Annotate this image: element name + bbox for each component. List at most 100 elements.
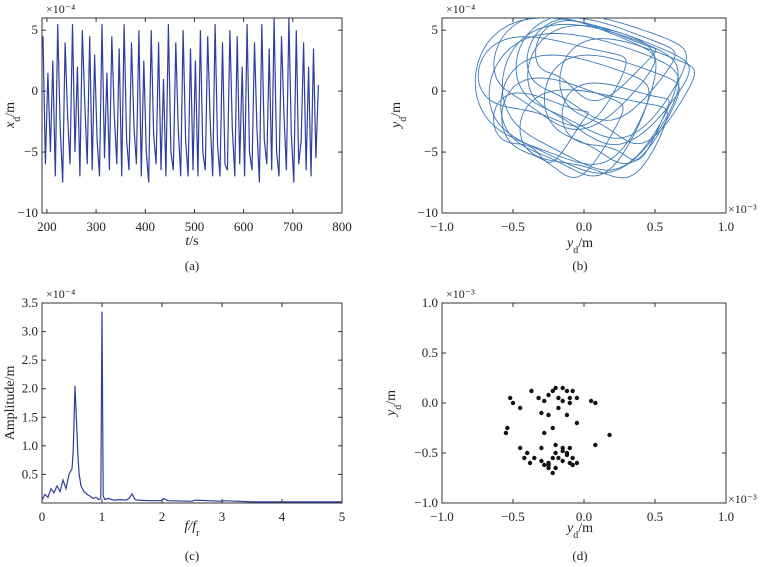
y-axis-label: yd/m	[389, 102, 409, 130]
y-tick-label: 0.5	[422, 345, 438, 360]
trajectory-loop	[488, 32, 680, 174]
poincare-point	[550, 470, 555, 476]
y-axis-label: yd/m	[384, 390, 404, 418]
poincare-point	[560, 398, 565, 404]
panel-caption: (a)	[185, 258, 199, 273]
poincare-point	[553, 465, 558, 471]
poincare-point	[560, 385, 565, 391]
poincare-point	[510, 400, 516, 406]
poincare-point	[507, 395, 513, 401]
panel-caption: (c)	[185, 548, 199, 563]
trajectory-loop	[526, 18, 676, 121]
y-tick-label: 2.5	[22, 352, 38, 367]
poincare-point	[570, 388, 575, 394]
poincare-point	[542, 398, 547, 404]
plot-frame	[41, 302, 343, 504]
trajectory-loop	[519, 89, 668, 179]
y-tick-label: 3.0	[22, 324, 38, 339]
poincare-point	[517, 405, 523, 411]
x-exponent-label: ×10⁻³	[728, 202, 757, 216]
x-tick-label: 300	[86, 219, 106, 234]
poincare-point	[588, 398, 594, 404]
x-tick-label: 5	[339, 509, 346, 524]
trajectory-loop	[474, 18, 657, 165]
trajectory-loop	[501, 77, 624, 178]
poincare-point	[564, 452, 570, 458]
poincare-point	[550, 388, 555, 394]
panel-a-time-series: 200 300 400 500 600 700 800 −10 −5 0 5 ×10⁻⁴ t/s xd/m…	[3, 2, 352, 273]
poincare-point	[539, 410, 544, 416]
y-tick-label: 5	[432, 22, 439, 37]
poincare-point	[532, 455, 537, 461]
y-exponent-label: ×10⁻⁴	[46, 2, 75, 16]
poincare-point	[556, 405, 561, 411]
poincare-point	[553, 450, 558, 456]
poincare-point	[527, 460, 533, 466]
poincare-point	[593, 442, 598, 448]
poincare-point	[560, 445, 565, 451]
y-exponent-label: ×10⁻³	[446, 287, 475, 301]
trajectory-loop	[493, 18, 656, 130]
y-tick-label: 1.5	[22, 409, 38, 424]
x-axis-label: yd/m	[565, 521, 593, 541]
x-exponent-label: ×10⁻³	[728, 492, 757, 506]
displacement-line	[42, 18, 319, 183]
poincare-point	[564, 388, 570, 394]
x-tick-label: 0.0	[576, 219, 592, 234]
spectrum-line	[42, 311, 342, 503]
poincare-point	[539, 445, 544, 451]
poincare-point	[556, 455, 561, 461]
y-tick-label: −10	[18, 205, 38, 220]
plot-frame	[441, 302, 727, 504]
y-tick-label: −0.5	[414, 445, 438, 460]
poincare-point	[505, 425, 510, 431]
poincare-point	[570, 455, 575, 461]
y-tick-label: 0	[432, 83, 439, 98]
poincare-point	[593, 400, 598, 406]
poincare-point	[553, 385, 558, 391]
y-tick-label: 5	[32, 22, 39, 37]
poincare-point	[550, 425, 555, 431]
y-tick-label: −1.0	[414, 495, 438, 510]
poincare-point	[546, 462, 551, 468]
x-tick-label: 800	[332, 219, 352, 234]
y-tick-label: −10	[418, 205, 438, 220]
poincare-point	[546, 392, 551, 398]
poincare-point	[567, 395, 572, 401]
y-tick-label: −5	[24, 144, 38, 159]
poincare-point	[525, 450, 530, 456]
y-axis-label: Amplitude/m	[3, 366, 18, 441]
x-axis-label: f/fr	[184, 519, 200, 539]
x-tick-label: 200	[37, 219, 57, 234]
y-tick-label: 3.5	[22, 295, 38, 310]
plot-frame	[41, 17, 343, 214]
poincare-point	[522, 455, 527, 461]
poincare-point	[560, 458, 565, 464]
x-tick-label: 2	[159, 509, 166, 524]
poincare-point	[546, 412, 551, 418]
poincare-point	[542, 430, 547, 436]
plot-area	[474, 18, 696, 179]
poincare-point	[574, 395, 580, 401]
poincare-point	[529, 388, 534, 394]
trajectory-loop	[500, 54, 650, 177]
poincare-point	[567, 400, 572, 406]
x-axis-label: t/s	[185, 234, 198, 249]
poincare-point	[570, 462, 575, 468]
x-tick-label: 500	[185, 219, 205, 234]
poincare-point	[553, 442, 558, 448]
trajectory-loop	[515, 18, 687, 139]
poincare-point	[536, 395, 541, 401]
x-tick-label: 1.0	[718, 509, 734, 524]
poincare-point	[567, 445, 572, 451]
trajectory-loop	[543, 54, 680, 165]
y-tick-label: 0.5	[22, 466, 38, 481]
poincare-point	[517, 445, 523, 451]
y-tick-label: 0	[32, 83, 39, 98]
x-tick-label: 1.0	[718, 219, 734, 234]
trajectory-loop	[527, 24, 690, 146]
y-exponent-label: ×10⁻⁴	[46, 287, 75, 301]
x-axis-label: yd/m	[565, 236, 593, 256]
plot-area	[503, 385, 612, 476]
